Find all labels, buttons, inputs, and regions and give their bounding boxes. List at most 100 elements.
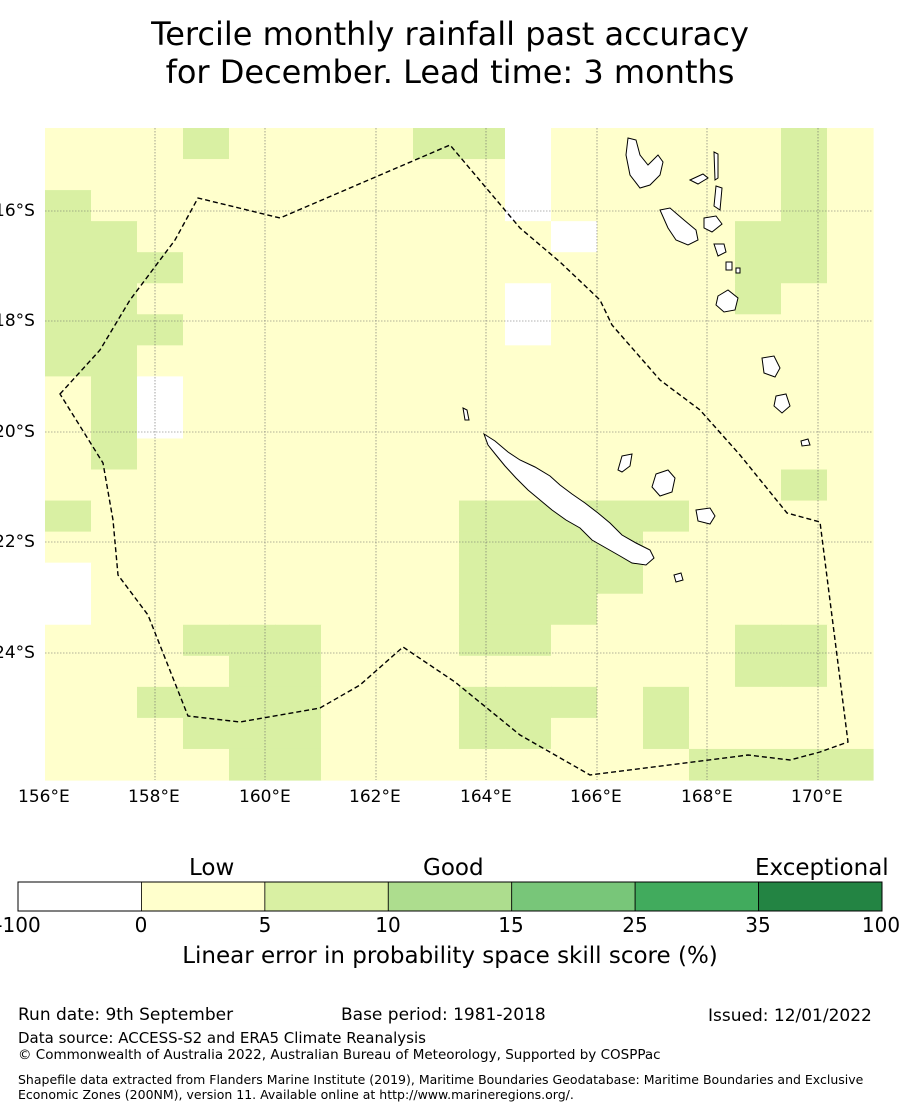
skill-cell [275, 252, 322, 284]
skill-cell [367, 655, 414, 688]
skill-cell [183, 128, 230, 160]
skill-cell [367, 562, 414, 595]
skill-cell [551, 128, 598, 160]
skill-cell [45, 593, 92, 626]
title-line-2: for December. Lead time: 3 months [165, 53, 735, 91]
maewo-island [713, 151, 719, 181]
new-caledonia-island [483, 432, 655, 566]
skill-cell [275, 190, 322, 222]
skill-cell [137, 283, 184, 315]
pentecost-island [713, 185, 723, 211]
skill-cell [689, 438, 736, 471]
skill-cell [275, 314, 322, 346]
skill-cell [735, 128, 782, 160]
skill-cell [229, 283, 276, 315]
lat-label: 22°S [0, 532, 35, 552]
skill-cell [229, 593, 276, 626]
skill-cell [45, 376, 92, 409]
colorbar-segment [141, 881, 266, 912]
skill-cell [827, 345, 874, 377]
skill-cell [275, 562, 322, 595]
skill-cell [367, 252, 414, 284]
skill-cell [137, 500, 184, 533]
skill-cell [91, 624, 138, 657]
lon-label: 164°E [460, 787, 512, 807]
espiritu-santo-island [625, 137, 664, 189]
skill-cell [367, 376, 414, 409]
ambrym-island [703, 215, 723, 233]
skill-cell [413, 190, 460, 222]
skill-cell [689, 407, 736, 440]
skill-cell [367, 748, 414, 781]
skill-cell [183, 438, 230, 471]
skill-cell [781, 128, 828, 160]
skill-cell [781, 686, 828, 719]
skill-cell [551, 376, 598, 409]
skill-cell [321, 655, 368, 688]
skill-cell [735, 686, 782, 719]
category-good: Good [423, 855, 484, 881]
eez-boundary [59, 144, 849, 776]
skill-cell [367, 407, 414, 440]
skill-cell [183, 593, 230, 626]
skill-cell [505, 283, 552, 315]
skill-cell [91, 252, 138, 284]
skill-cell [551, 314, 598, 346]
skill-cell [367, 314, 414, 346]
skill-cell [367, 593, 414, 626]
skill-cell [137, 345, 184, 377]
skill-cell [505, 562, 552, 595]
skill-cell [275, 438, 322, 471]
skill-cell [735, 314, 782, 346]
skill-cell [91, 128, 138, 160]
skill-cell [229, 438, 276, 471]
skill-cell [597, 376, 644, 409]
lat-label: 24°S [0, 643, 35, 663]
skill-cell [91, 159, 138, 191]
issued-date: Issued: 12/01/2022 [708, 1006, 872, 1026]
skill-cell [91, 345, 138, 377]
skill-cell [91, 748, 138, 781]
mare-island [695, 507, 716, 525]
colorbar-label: Linear error in probability space skill … [182, 943, 718, 969]
skill-cell [321, 438, 368, 471]
skill-cell [827, 655, 874, 688]
skill-cell [413, 438, 460, 471]
skill-cell [229, 407, 276, 440]
skill-cell [367, 221, 414, 253]
skill-cell [321, 159, 368, 191]
skill-cell [229, 190, 276, 222]
skill-cell [505, 407, 552, 440]
skill-cell [367, 283, 414, 315]
malekula-island [659, 207, 699, 246]
skill-cell [367, 624, 414, 657]
skill-cell [735, 159, 782, 191]
skill-cell [827, 376, 874, 409]
skill-cell [229, 562, 276, 595]
skill-cell [413, 159, 460, 191]
skill-cell [137, 221, 184, 253]
skill-cell [551, 407, 598, 440]
colorbar [17, 881, 883, 912]
skill-cell [137, 159, 184, 191]
skill-cell [413, 345, 460, 377]
skill-cell [183, 469, 230, 502]
skill-cell [735, 624, 782, 657]
skill-cell [45, 159, 92, 191]
skill-cell [413, 686, 460, 719]
epi-island [713, 243, 727, 257]
skill-cell [45, 345, 92, 377]
category-exceptional: Exceptional [755, 855, 889, 881]
skill-cell [275, 469, 322, 502]
skill-cell [45, 531, 92, 564]
skill-cell [689, 748, 736, 781]
small-islet [725, 261, 733, 271]
ambae-island [688, 173, 709, 185]
skill-cell [597, 407, 644, 440]
skill-cell [505, 252, 552, 284]
lat-label: 20°S [0, 422, 35, 442]
skill-cell [551, 252, 598, 284]
skill-cell [229, 252, 276, 284]
skill-cell [689, 655, 736, 688]
colorbar-tick: 100 [861, 913, 900, 937]
